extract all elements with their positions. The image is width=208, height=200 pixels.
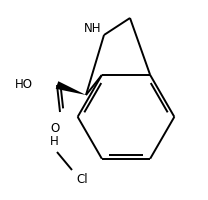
Text: O: O xyxy=(50,122,60,135)
Text: HO: HO xyxy=(15,77,33,90)
Text: Cl: Cl xyxy=(76,173,88,186)
Text: H: H xyxy=(50,135,58,148)
Polygon shape xyxy=(56,81,86,95)
Text: NH: NH xyxy=(83,21,101,34)
